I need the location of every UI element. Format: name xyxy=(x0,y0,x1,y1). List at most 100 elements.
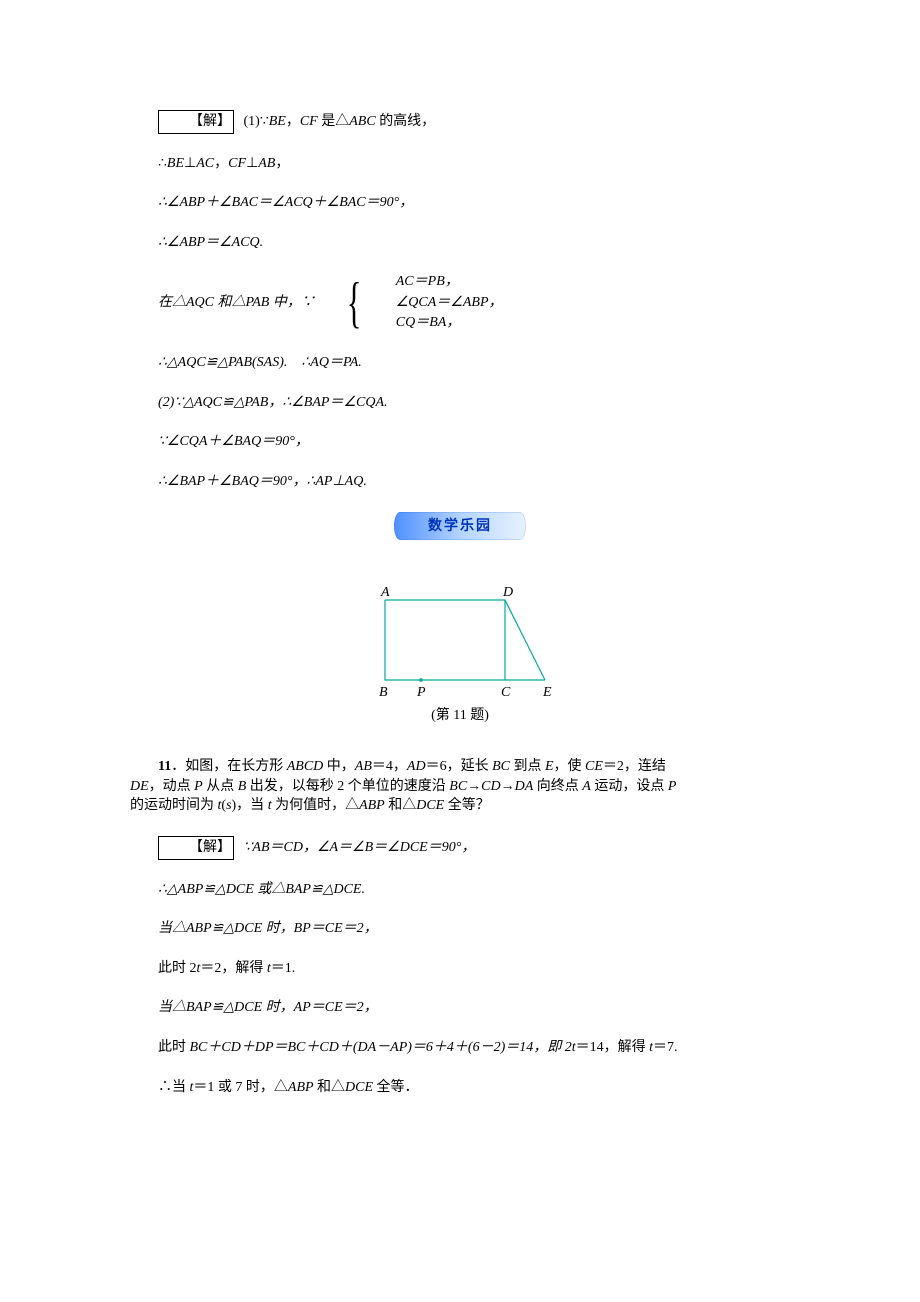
brace-row: ∠QCA＝∠ABP， xyxy=(368,293,503,313)
txt: 到点 xyxy=(510,759,545,774)
txt: 为何值时，△ xyxy=(272,798,360,813)
label-p: P xyxy=(416,685,426,700)
txt: ＝1. xyxy=(271,961,296,976)
txt: 从点 xyxy=(203,779,238,794)
sol1-line8: ∵∠CQA＋∠BAQ＝90°， xyxy=(130,432,790,452)
txt: )，当 xyxy=(232,798,268,813)
solution-label: 【解】 xyxy=(158,836,234,860)
sol1-line3: ∴∠ABP＋∠BAC＝∠ACQ＋∠BAC＝90°， xyxy=(130,193,790,213)
txt: 全等． xyxy=(373,1080,419,1095)
txt: (1)∵ xyxy=(244,114,269,129)
txt: ABCD xyxy=(287,759,324,774)
sol2-line2: ∴△ABP≌△DCE 或△BAP≌△DCE. xyxy=(130,880,790,900)
txt: BE xyxy=(269,114,286,129)
txt: BE xyxy=(167,156,184,171)
txt: 此时 2 xyxy=(158,961,197,976)
sol1-line9: ∴∠BAP＋∠BAQ＝90°，∴AP⊥AQ. xyxy=(130,472,790,492)
brace-block: { AC＝PB， ∠QCA＝∠ABP， CQ＝BA， xyxy=(319,272,503,333)
txt: DCE xyxy=(345,1080,373,1095)
point-p xyxy=(419,678,423,682)
brace-row: CQ＝BA， xyxy=(368,313,503,333)
txt: 如图，在长方形 xyxy=(185,759,287,774)
txt: ABP xyxy=(359,798,385,813)
sol2-line1: 【解】 ∵AB＝CD，∠A＝∠B＝∠DCE＝90°， xyxy=(130,836,790,860)
label-d: D xyxy=(502,585,513,600)
txt: ＝7. xyxy=(653,1040,678,1055)
txt: ∵∠CQA＋∠BAQ＝90°， xyxy=(158,434,309,449)
sol1-line2: ∴BE⊥AC，CF⊥AB， xyxy=(130,154,790,174)
txt: ，动点 xyxy=(149,779,195,794)
txt: ∴△ABP≌△DCE 或△BAP≌△DCE. xyxy=(158,882,365,897)
figure-11: A D B C E P (第 11 题) xyxy=(130,580,790,726)
section-banner: 数学乐园 xyxy=(394,512,526,540)
txt: 当△ABP≌△DCE 时，BP＝CE＝2， xyxy=(158,921,378,936)
label-b: B xyxy=(379,685,388,700)
page: 【解】 (1)∵BE，CF 是△ABC 的高线， ∴BE⊥AC，CF⊥AB， ∴… xyxy=(0,0,920,1302)
txt: AD xyxy=(407,759,426,774)
txt: ∴∠BAP＋∠BAQ＝90°，∴AP⊥AQ. xyxy=(158,474,367,489)
txt: ∴∠ABP＋∠BAC＝∠ACQ＋∠BAC＝90°， xyxy=(158,195,413,210)
txt: 当△BAP≌△DCE 时，AP＝CE＝2， xyxy=(158,1000,378,1015)
txt: 全等？ xyxy=(444,798,490,813)
label-e: E xyxy=(542,685,552,700)
txt: P xyxy=(668,779,677,794)
txt: 此时 xyxy=(158,1040,190,1055)
txt: 的高线， xyxy=(376,114,436,129)
txt: ＝1 或 7 时，△ xyxy=(193,1080,288,1095)
sol1-line6: ∴△AQC≌△PAB(SAS). ∴AQ＝PA. xyxy=(130,353,790,373)
txt: CF xyxy=(300,114,318,129)
sol2-line7: ∴当 t＝1 或 7 时，△ABP 和△DCE 全等． xyxy=(130,1078,790,1098)
txt: P xyxy=(194,779,203,794)
txt: CE xyxy=(585,759,603,774)
solution-label: 【解】 xyxy=(158,110,234,134)
figure-caption: (第 11 题) xyxy=(431,706,489,726)
rect-abcd xyxy=(385,600,505,680)
txt: ， xyxy=(214,156,228,171)
txt: 运动，设点 xyxy=(591,779,668,794)
diagram-svg: A D B C E P xyxy=(345,580,575,700)
txt: ⊥ xyxy=(246,156,258,171)
txt: 和△ xyxy=(314,1080,346,1095)
txt: B xyxy=(238,779,247,794)
txt: ＝2，解得 xyxy=(200,961,267,976)
sol2-line3: 当△ABP≌△DCE 时，BP＝CE＝2， xyxy=(130,919,790,939)
txt: ⊥ xyxy=(184,156,196,171)
label-c: C xyxy=(501,685,511,700)
sol2-line5: 当△BAP≌△DCE 时，AP＝CE＝2， xyxy=(130,998,790,1018)
txt: ABC xyxy=(349,114,375,129)
sol2-line4: 此时 2t＝2，解得 t＝1. xyxy=(130,959,790,979)
txt: ， xyxy=(275,156,289,171)
sol1-line4: ∴∠ABP＝∠ACQ. xyxy=(130,233,790,253)
sol1-line7: (2)∵△AQC≌△PAB，∴∠BAP＝∠CQA. xyxy=(130,393,790,413)
txt: BC＋CD＋DP＝BC＋CD＋(DA－AP)＝6＋4＋(6－2)＝14，即 2 xyxy=(190,1040,572,1055)
txt: ＝2，连结 xyxy=(603,759,666,774)
txt: 出发，以每秒 2 个单位的速度沿 xyxy=(246,779,449,794)
txt: A xyxy=(582,779,591,794)
sol1-brace-line: 在△AQC 和△PAB 中，∵ { AC＝PB， ∠QCA＝∠ABP， CQ＝B… xyxy=(130,272,790,333)
txt: 的运动时间为 xyxy=(130,798,218,813)
txt: 在△AQC 和△PAB 中，∵ xyxy=(130,293,315,313)
txt: ∵AB＝CD，∠A＝∠B＝∠DCE＝90°， xyxy=(244,840,476,855)
txt: ，使 xyxy=(554,759,586,774)
txt: AB xyxy=(355,759,372,774)
brace-row: AC＝PB， xyxy=(368,272,503,292)
txt: ∴ xyxy=(158,156,167,171)
txt: ． xyxy=(171,759,185,774)
txt: BC→CD→DA xyxy=(449,779,533,794)
txt: 是△ xyxy=(318,114,350,129)
txt: ∴△AQC≌△PAB(SAS). ∴AQ＝PA. xyxy=(158,355,362,370)
txt: ＝14，解得 xyxy=(576,1040,650,1055)
brace-lines: AC＝PB， ∠QCA＝∠ABP， CQ＝BA， xyxy=(368,272,503,333)
txt: (2)∵△AQC≌△PAB，∴∠BAP＝∠CQA. xyxy=(158,395,388,410)
problem-11: 11．如图，在长方形 ABCD 中，AB＝4，AD＝6，延长 BC 到点 E，使… xyxy=(130,757,790,816)
txt: ＝6，延长 xyxy=(426,759,493,774)
txt: ∴当 xyxy=(158,1080,190,1095)
sol1-line1: 【解】 (1)∵BE，CF 是△ABC 的高线， xyxy=(130,110,790,134)
txt: ABP xyxy=(288,1080,314,1095)
txt: BC xyxy=(492,759,510,774)
txt: DCE xyxy=(416,798,444,813)
problem-number: 11 xyxy=(158,759,171,774)
txt: 向终点 xyxy=(533,779,582,794)
txt: DE xyxy=(130,779,149,794)
txt: 中， xyxy=(323,759,355,774)
